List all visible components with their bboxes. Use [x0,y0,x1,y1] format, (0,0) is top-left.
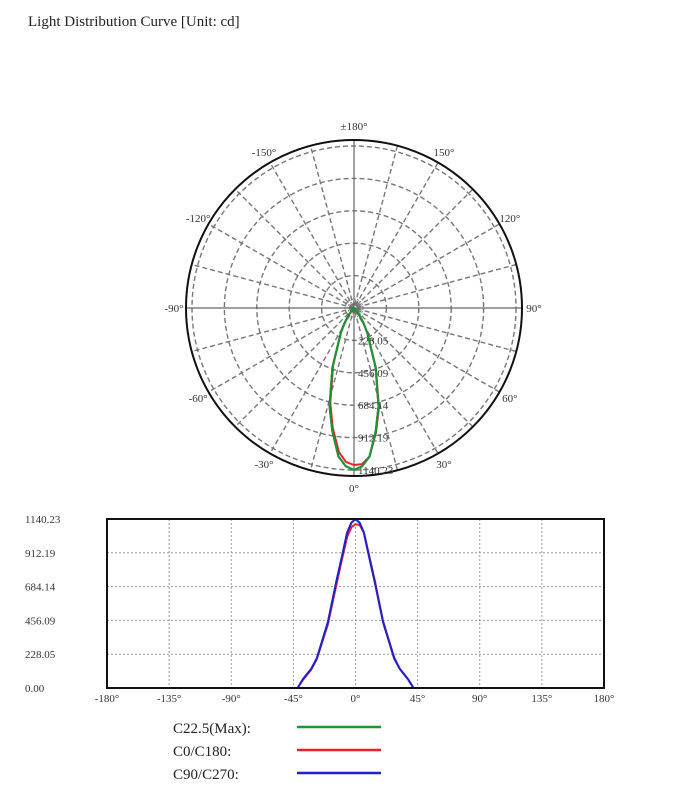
x-tick-label: 45° [410,693,425,705]
x-tick-label: 90° [472,693,487,705]
y-tick-label: 912.19 [25,548,56,560]
x-tick-label: 180° [594,693,615,705]
x-tick-label: 0° [351,693,361,705]
polar-spoke [191,263,517,353]
polar-angle-label: 90° [526,303,541,315]
y-tick-label: 0.00 [25,683,45,695]
polar-angle-label: 150° [434,147,455,159]
legend-label: C22.5(Max): [173,721,251,737]
x-tick-label: -135° [157,693,182,705]
polar-ring-label: 1140.23 [358,465,394,477]
polar-series-c22_5 [328,307,380,471]
plot-frame [106,518,605,689]
polar-spoke [191,263,517,353]
y-tick-label: 456.09 [25,615,56,627]
polar-angle-label: 120° [499,213,520,225]
polar-angle-label: -150° [252,147,277,159]
legend-label: C90/C270: [173,767,239,783]
polar-angle-label: -60° [189,393,208,405]
x-tick-label: -180° [95,693,120,705]
x-tick-label: -90° [222,693,241,705]
polar-ring-label: 228.05 [358,335,389,347]
polar-angle-label: -120° [186,213,211,225]
x-tick-label: -45° [284,693,303,705]
polar-ring-label: 456.09 [358,368,389,380]
legend-label: C0/C180: [173,744,231,760]
x-tick-label: 135° [531,693,552,705]
polar-angle-label: 30° [436,459,451,471]
polar-angle-label: ±180° [341,121,368,133]
polar-outer-circle [185,139,523,477]
polar-angle-label: -90° [164,303,183,315]
polar-angle-label: 0° [349,483,359,495]
polar-ring-label: 684.14 [358,400,389,412]
polar-angle-label: 60° [502,393,517,405]
y-tick-label: 228.05 [25,649,56,661]
y-tick-label: 684.14 [25,582,56,594]
chart-title: Light Distribution Curve [Unit: cd] [28,14,240,30]
polar-angle-label: -30° [254,459,273,471]
y-tick-label: 1140.23 [25,514,61,526]
